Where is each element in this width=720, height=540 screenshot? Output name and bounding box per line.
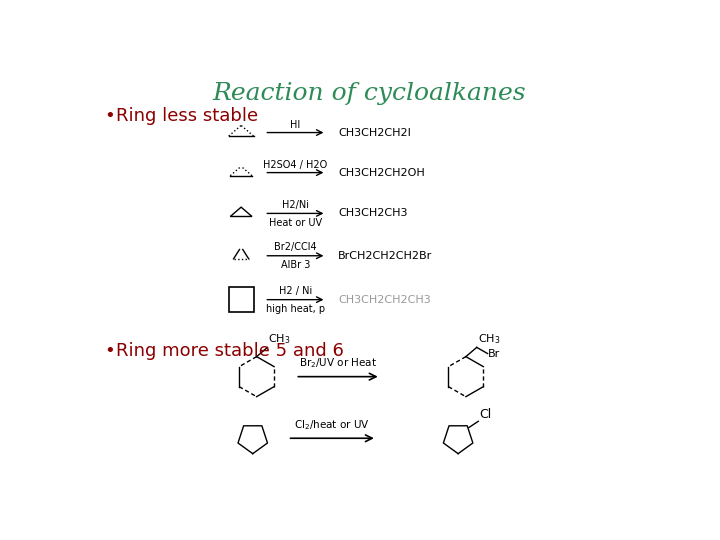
- Text: CH3CH2CH3: CH3CH2CH3: [338, 208, 408, 218]
- Text: CH3CH2CH2OH: CH3CH2CH2OH: [338, 167, 425, 178]
- Text: Br$_2$/UV or Heat: Br$_2$/UV or Heat: [299, 357, 377, 370]
- Text: CH$_3$: CH$_3$: [269, 332, 291, 346]
- Text: Cl: Cl: [479, 408, 491, 421]
- Text: Heat or UV: Heat or UV: [269, 218, 322, 228]
- Text: H2/Ni: H2/Ni: [282, 200, 309, 210]
- Text: Br: Br: [488, 348, 500, 359]
- Bar: [229, 287, 253, 312]
- Text: HI: HI: [290, 120, 300, 130]
- Text: Ring less stable: Ring less stable: [116, 107, 258, 125]
- Text: H2 / Ni: H2 / Ni: [279, 286, 312, 296]
- Text: Cl$_2$/heat or UV: Cl$_2$/heat or UV: [294, 418, 370, 432]
- Text: high heat, p: high heat, p: [266, 304, 325, 314]
- Text: •: •: [104, 342, 114, 360]
- Text: •: •: [104, 107, 114, 125]
- Text: AlBr 3: AlBr 3: [281, 260, 310, 271]
- Text: Ring more stable 5 and 6: Ring more stable 5 and 6: [116, 342, 343, 360]
- Text: Br2/CCl4: Br2/CCl4: [274, 242, 317, 252]
- Text: CH$_3$: CH$_3$: [477, 332, 500, 346]
- Text: Reaction of cycloalkanes: Reaction of cycloalkanes: [212, 82, 526, 105]
- Text: H2SO4 / H2O: H2SO4 / H2O: [264, 160, 328, 170]
- Text: CH3CH2CH2I: CH3CH2CH2I: [338, 127, 411, 138]
- Text: CH3CH2CH2CH3: CH3CH2CH2CH3: [338, 295, 431, 305]
- Text: BrCH2CH2CH2Br: BrCH2CH2CH2Br: [338, 251, 432, 261]
